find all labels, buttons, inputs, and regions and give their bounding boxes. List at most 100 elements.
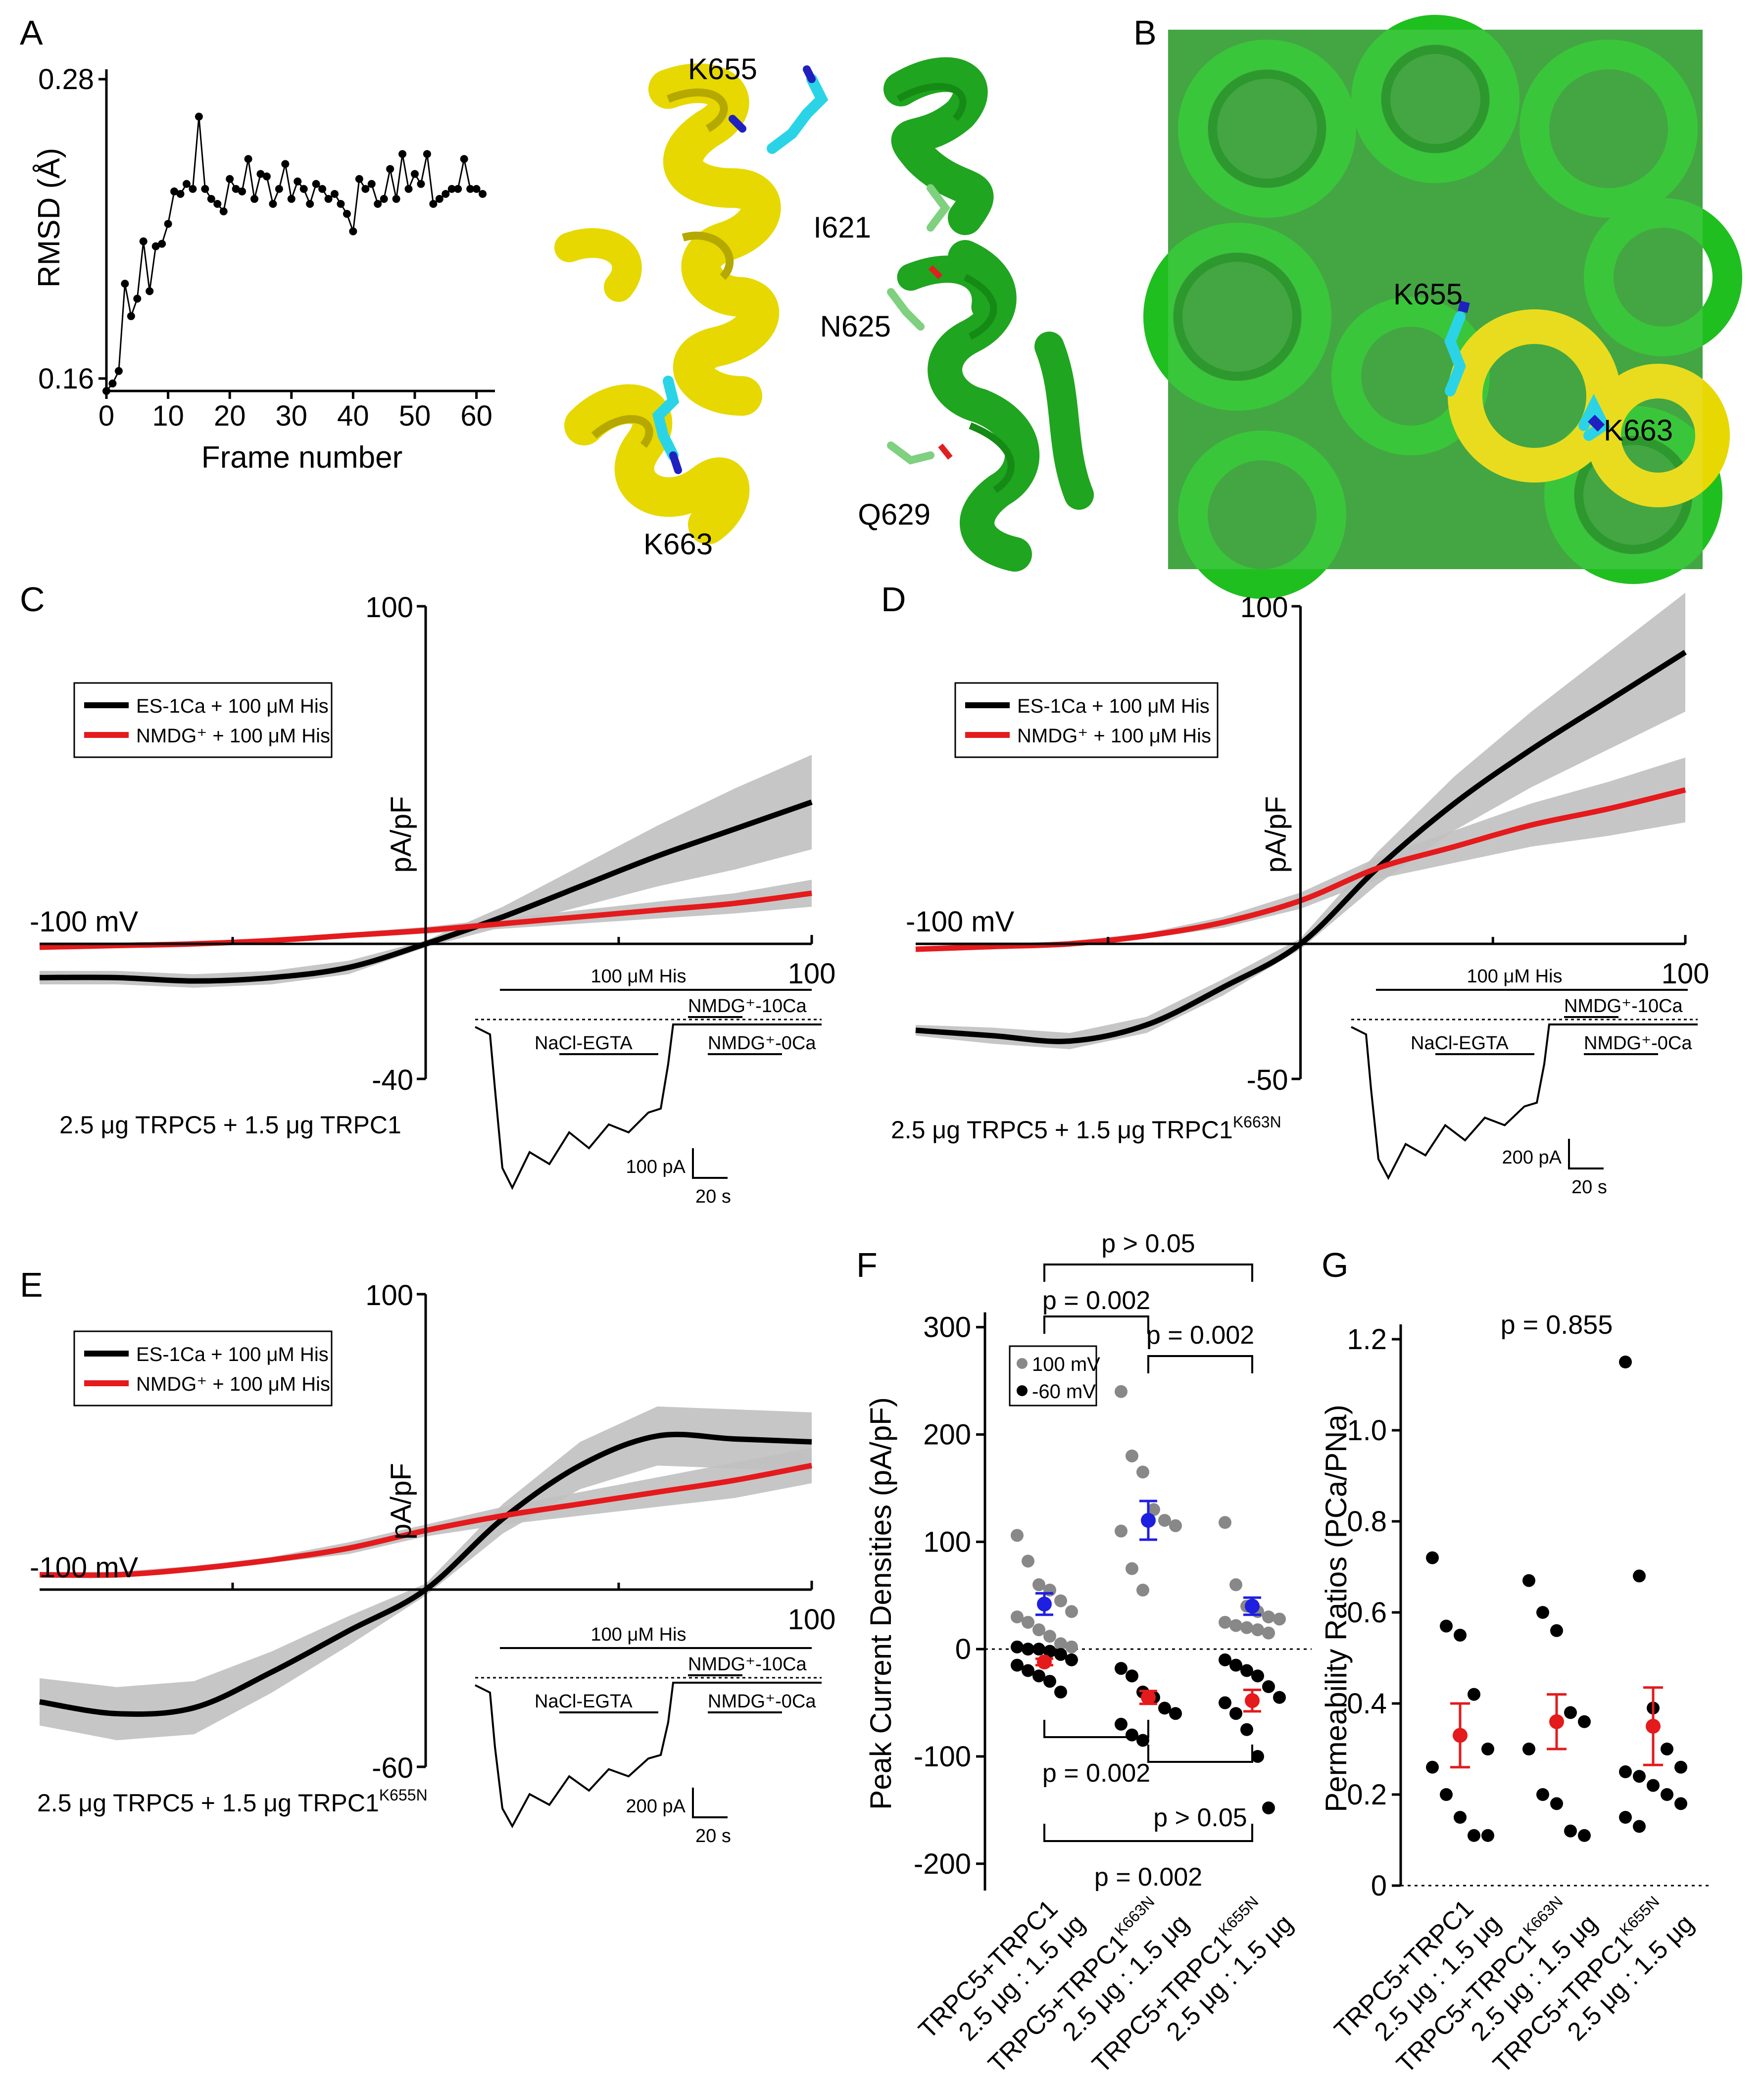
f-point: [1115, 1385, 1127, 1398]
f-point: [1240, 1723, 1253, 1736]
inset-egta-label: NaCl-EGTA: [1411, 1033, 1509, 1054]
f-sig-bracket: [1043, 1264, 1253, 1282]
iv-y-axis-label: pA/pF: [1260, 796, 1292, 873]
f-point: [1032, 1643, 1045, 1656]
f-sig-label: p > 0.05: [1101, 1229, 1195, 1258]
f-point: [1169, 1519, 1182, 1532]
iv-y-bottom-label: -50: [1247, 1064, 1288, 1096]
f-point: [1229, 1658, 1242, 1672]
f-point: [1136, 1465, 1149, 1479]
rmsd-point: [306, 200, 314, 208]
rmsd-point: [158, 240, 166, 248]
rmsd-ylabel: RMSD (Å): [32, 148, 66, 288]
panel-letter-g: G: [1322, 1246, 1348, 1284]
f-point: [1011, 1640, 1024, 1653]
f-sig-label: p = 0.002: [1042, 1759, 1150, 1788]
rmsd-point: [219, 207, 228, 216]
inset-scale-current: 100 pA: [626, 1157, 686, 1177]
g-point: [1578, 1715, 1591, 1728]
g-point: [1440, 1619, 1453, 1633]
f-legend-label-60: -60 mV: [1032, 1381, 1096, 1403]
rmsd-x-tick-label: 0: [98, 400, 114, 432]
f-y-tick-label: 200: [923, 1419, 971, 1451]
rmsd-point: [343, 210, 351, 218]
iv-legend-box: [73, 1330, 333, 1407]
rmsd-point: [441, 190, 450, 198]
panel-letter-b: B: [1133, 13, 1157, 52]
f-sig-label: p = 0.002: [1146, 1321, 1254, 1350]
f-mean-point: [1245, 1599, 1260, 1614]
rmsd-point: [423, 150, 431, 158]
g-point: [1564, 1824, 1577, 1838]
g-point: [1454, 1629, 1467, 1642]
g-mean-point: [1646, 1719, 1661, 1734]
panel-b: B K655 K663: [1133, 13, 1742, 599]
iv-y-bottom-label: -40: [372, 1064, 413, 1096]
panel-g: G 0 0.2 0.4 0.6 0.8 1.0 1.2 Permeability Ratios …: [1320, 1246, 1713, 2079]
rmsd-point: [398, 150, 407, 158]
g-y-tick-label: 1.0: [1347, 1414, 1387, 1447]
inset-egta-label: NaCl-EGTA: [535, 1691, 633, 1712]
g-point: [1550, 1624, 1563, 1637]
rmsd-plot: 0 10 20 30 40 50 60 0.16 0.28: [38, 63, 495, 432]
iv-x-left-label: -100 mV: [30, 906, 139, 938]
g-y-tick-label: 0.8: [1347, 1506, 1387, 1538]
rmsd-point: [139, 237, 147, 245]
rmsd-point: [256, 170, 265, 178]
iv-legend-label-es1ca: ES-1Ca + 100 μM His: [136, 695, 329, 717]
rmsd-point: [392, 194, 400, 203]
inset-nmdg0-label: NMDG⁺-0Ca: [1584, 1033, 1692, 1054]
iv-caption: 2.5 μg TRPC5 + 1.5 μg TRPC1K663N: [891, 1113, 1281, 1144]
f-point: [1229, 1578, 1242, 1592]
rmsd-point: [472, 185, 481, 193]
f-y-axis-label: Peak Current Densities (pA/pF): [864, 1397, 897, 1810]
iv-x-right-label: 100: [788, 1604, 836, 1636]
rmsd-point: [318, 185, 327, 193]
f-mean-point: [1037, 1654, 1052, 1670]
inset-nmdg0-label: NMDG⁺-0Ca: [708, 1691, 816, 1712]
f-point: [1043, 1645, 1056, 1658]
g-pvalue: p = 0.855: [1501, 1310, 1613, 1340]
panel-f: F -200 -100 0 100 200 300 Peak Current Densitie…: [856, 1229, 1312, 2079]
g-y-tick-label: 1.2: [1347, 1323, 1387, 1356]
inset-scale-current: 200 pA: [1502, 1147, 1562, 1168]
rmsd-point: [207, 194, 215, 203]
label-i621: I621: [813, 211, 871, 244]
inset-current-trace: [475, 1682, 822, 1829]
f-point: [1229, 1707, 1242, 1720]
f-point: [1054, 1648, 1067, 1661]
rmsd-point: [312, 180, 320, 188]
rmsd-point: [189, 185, 197, 193]
f-point: [1011, 1610, 1024, 1624]
rmsd-point: [164, 220, 172, 228]
rmsd-point: [479, 190, 487, 198]
rmsd-point: [447, 185, 456, 193]
rmsd-x-tick-label: 20: [214, 400, 246, 432]
g-point: [1633, 1820, 1646, 1833]
inset-scale-time: 20 s: [695, 1186, 731, 1207]
iv-caption: 2.5 μg TRPC5 + 1.5 μg TRPC1: [59, 1111, 401, 1139]
rmsd-xlabel: Frame number: [201, 440, 403, 475]
rmsd-point: [133, 294, 142, 303]
f-point: [1136, 1583, 1149, 1597]
rmsd-point: [374, 200, 382, 208]
f-sig-label: p = 0.002: [1042, 1286, 1150, 1315]
rmsd-x-tick-label: 50: [399, 400, 431, 432]
f-sig-bracket: [1043, 1315, 1149, 1334]
rmsd-point: [250, 194, 259, 203]
f-point: [1262, 1801, 1275, 1815]
f-point: [1022, 1555, 1034, 1568]
iv-x-left-label: -100 mV: [906, 906, 1015, 938]
f-point: [1115, 1717, 1127, 1731]
rmsd-point: [151, 242, 160, 250]
inset-scale-current: 200 pA: [626, 1796, 686, 1817]
f-point: [1158, 1513, 1171, 1527]
f-point: [1011, 1658, 1024, 1672]
g-point: [1619, 1356, 1632, 1368]
f-point: [1043, 1675, 1056, 1688]
rmsd-x-tick-label: 60: [460, 400, 492, 432]
rmsd-point: [404, 185, 413, 193]
iv-y-bottom-label: -60: [372, 1752, 413, 1784]
iv-legend-label-es1ca: ES-1Ca + 100 μM His: [1017, 695, 1210, 717]
g-point: [1661, 1743, 1673, 1755]
